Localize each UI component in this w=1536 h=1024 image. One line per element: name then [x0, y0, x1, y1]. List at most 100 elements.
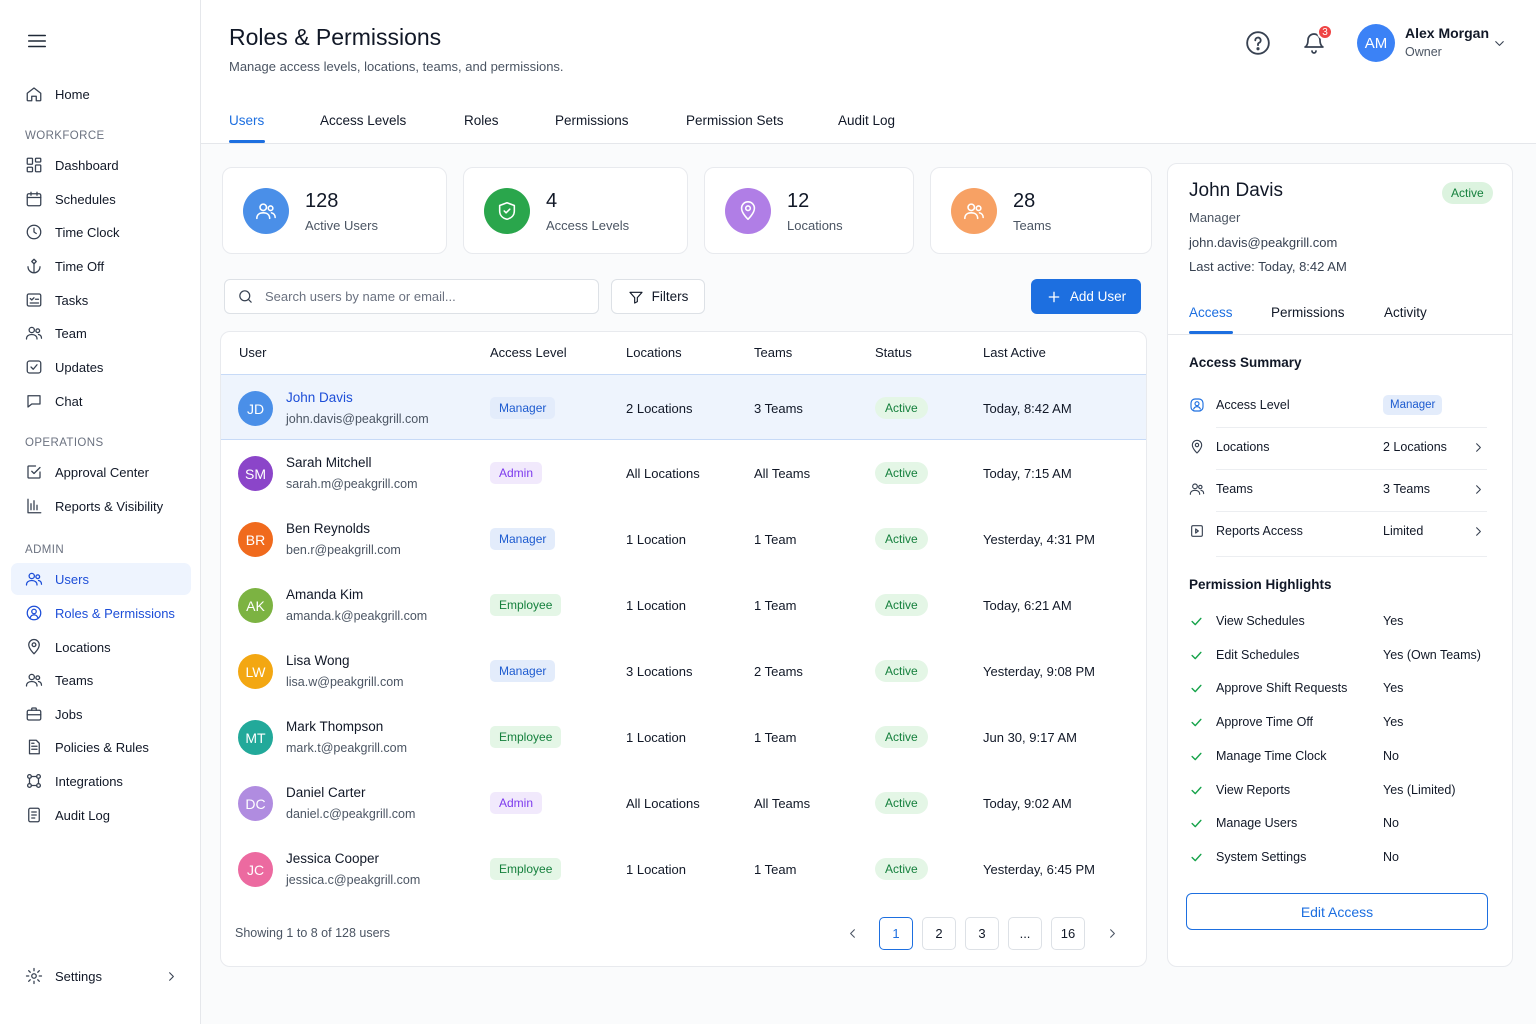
sidebar-item-reports[interactable]: Reports & Visibility	[11, 490, 191, 522]
sidebar-item-settings[interactable]: Settings	[11, 960, 191, 992]
sidebar-item-tasks[interactable]: Tasks	[11, 284, 191, 316]
detail-tab-activity[interactable]: Activity	[1384, 305, 1427, 320]
page-button-2[interactable]: 2	[922, 917, 956, 950]
chevron-left-icon[interactable]	[845, 926, 860, 941]
shield-icon	[484, 188, 530, 234]
access-summary-row[interactable]: Locations 2 Locations	[1189, 428, 1487, 470]
page-button-16[interactable]: 16	[1051, 917, 1085, 950]
sidebar-item-locations[interactable]: Locations	[11, 631, 191, 663]
bell-icon[interactable]	[1302, 31, 1326, 55]
avatar[interactable]: AM	[1357, 24, 1395, 62]
chevron-down-icon[interactable]	[1492, 36, 1507, 51]
sidebar-item-users[interactable]: Users	[11, 563, 191, 595]
user-name[interactable]: Ben Reynolds	[286, 521, 371, 536]
user-name[interactable]: Mark Thompson	[286, 719, 384, 734]
sidebar-item-audit-log[interactable]: Audit Log	[11, 799, 191, 831]
column-header-teams[interactable]: Teams	[754, 345, 793, 360]
sidebar-item-teams[interactable]: Teams	[11, 664, 191, 696]
access-summary-row[interactable]: Reports Access Limited	[1189, 512, 1487, 554]
sidebar-item-integrations[interactable]: Integrations	[11, 765, 191, 797]
access-summary-row[interactable]: Teams 3 Teams	[1189, 470, 1487, 512]
location-icon	[725, 188, 771, 234]
location-icon	[28, 638, 40, 655]
sidebar-item-approval-center[interactable]: Approval Center	[11, 456, 191, 488]
teams-cell: 1 Team	[754, 730, 797, 745]
edit-access-button[interactable]: Edit Access	[1186, 893, 1488, 930]
help-icon[interactable]	[1245, 30, 1271, 56]
table-row[interactable]: DC Daniel Carter daniel.c@peakgrill.com Adm…	[221, 770, 1146, 836]
table-row[interactable]: BR Ben Reynolds ben.r@peakgrill.com Manager…	[221, 506, 1146, 572]
sidebar-item-dashboard[interactable]: Dashboard	[11, 149, 191, 181]
page-button-3[interactable]: 3	[965, 917, 999, 950]
permission-value: No	[1383, 748, 1399, 763]
tab-access-levels[interactable]: Access Levels	[320, 113, 407, 128]
menu-icon[interactable]	[26, 30, 48, 52]
filters-label: Filters	[651, 289, 689, 304]
access-row-label: Access Level	[1216, 398, 1290, 412]
tab-users[interactable]: Users	[229, 113, 265, 128]
permission-item: Manage Time Clock No	[1189, 747, 1489, 767]
chevron-right-icon[interactable]	[1105, 926, 1120, 941]
tab-roles[interactable]: Roles	[464, 113, 499, 128]
sidebar-item-time-off[interactable]: Time Off	[11, 250, 191, 282]
sidebar-item-home[interactable]: Home	[11, 78, 191, 110]
table-row[interactable]: JD John Davis john.davis@peakgrill.com Mana…	[221, 374, 1146, 440]
table-row[interactable]: JC Jessica Cooper jessica.c@peakgrill.com E…	[221, 836, 1146, 902]
column-header-last-active[interactable]: Last Active	[983, 345, 1046, 360]
sidebar-item-team[interactable]: Team	[11, 317, 191, 349]
sidebar-item-schedules[interactable]: Schedules	[11, 183, 191, 215]
search-input[interactable]	[265, 289, 565, 304]
sidebar-item-roles-permissions[interactable]: Roles & Permissions	[11, 597, 191, 629]
tab-permission-sets[interactable]: Permission Sets	[686, 113, 784, 128]
detail-tab-permissions[interactable]: Permissions	[1271, 305, 1345, 320]
filters-button[interactable]: Filters	[611, 279, 705, 314]
access-level-badge: Employee	[490, 726, 562, 748]
permission-item: Manage Users No	[1189, 814, 1489, 834]
user-name[interactable]: Sarah Mitchell	[286, 455, 372, 470]
users-icon	[25, 572, 43, 586]
sidebar-item-label: Approval Center	[55, 464, 149, 480]
sidebar-item-label: Jobs	[55, 706, 83, 722]
permission-value: Yes	[1383, 715, 1404, 730]
user-name[interactable]: Jessica Cooper	[286, 851, 380, 866]
reports-access-icon	[1191, 525, 1203, 537]
status-badge: Active	[875, 792, 928, 814]
column-header-access-level[interactable]: Access Level	[490, 345, 567, 360]
table-row[interactable]: AK Amanda Kim amanda.k@peakgrill.com Employ…	[221, 572, 1146, 638]
access-level-badge: Manager	[490, 397, 556, 419]
sidebar-item-jobs[interactable]: Jobs	[11, 698, 191, 730]
table-row[interactable]: LW Lisa Wong lisa.w@peakgrill.com Manager 3 …	[221, 638, 1146, 704]
tab-audit-log[interactable]: Audit Log	[838, 113, 896, 128]
chevron-right-icon[interactable]	[1471, 524, 1486, 539]
table-row[interactable]: MT Mark Thompson mark.t@peakgrill.com Emplo…	[221, 704, 1146, 770]
user-name[interactable]: Lisa Wong	[286, 653, 350, 668]
sidebar-item-chat[interactable]: Chat	[11, 385, 191, 417]
permission-item: View Schedules Yes	[1189, 612, 1489, 632]
sidebar-item-updates[interactable]: Updates	[11, 351, 191, 383]
last-active-cell: Today, 9:02 AM	[983, 796, 1072, 811]
tab-permissions[interactable]: Permissions	[555, 113, 629, 128]
user-name[interactable]: Alex Morgan	[1405, 25, 1490, 41]
chevron-right-icon[interactable]	[1471, 440, 1486, 455]
avatar: LW	[238, 654, 273, 689]
detail-tab-access[interactable]: Access	[1189, 305, 1233, 320]
column-header-status[interactable]: Status	[875, 345, 912, 360]
teams-cell: 2 Teams	[754, 664, 803, 679]
teams-cell: All Teams	[754, 796, 811, 811]
user-name[interactable]: John Davis	[286, 390, 353, 405]
sidebar-item-policies[interactable]: Policies & Rules	[11, 731, 191, 763]
add-user-button[interactable]: Add User	[1031, 279, 1141, 314]
permission-value: Yes	[1383, 681, 1404, 696]
column-header-locations[interactable]: Locations	[626, 345, 682, 360]
status-badge: Active	[875, 858, 928, 880]
sidebar-item-time-clock[interactable]: Time Clock	[11, 216, 191, 248]
table-row[interactable]: SM Sarah Mitchell sarah.m@peakgrill.com Adm…	[221, 440, 1146, 506]
chevron-right-icon[interactable]	[1471, 482, 1486, 497]
user-name[interactable]: Daniel Carter	[286, 785, 366, 800]
check-icon	[1189, 816, 1204, 831]
page-button-1[interactable]: 1	[879, 917, 913, 950]
check-icon	[1189, 614, 1204, 629]
user-name[interactable]: Amanda Kim	[286, 587, 364, 602]
column-header-user[interactable]: User	[239, 345, 267, 360]
page-subtitle: Manage access levels, locations, teams, …	[229, 59, 564, 74]
